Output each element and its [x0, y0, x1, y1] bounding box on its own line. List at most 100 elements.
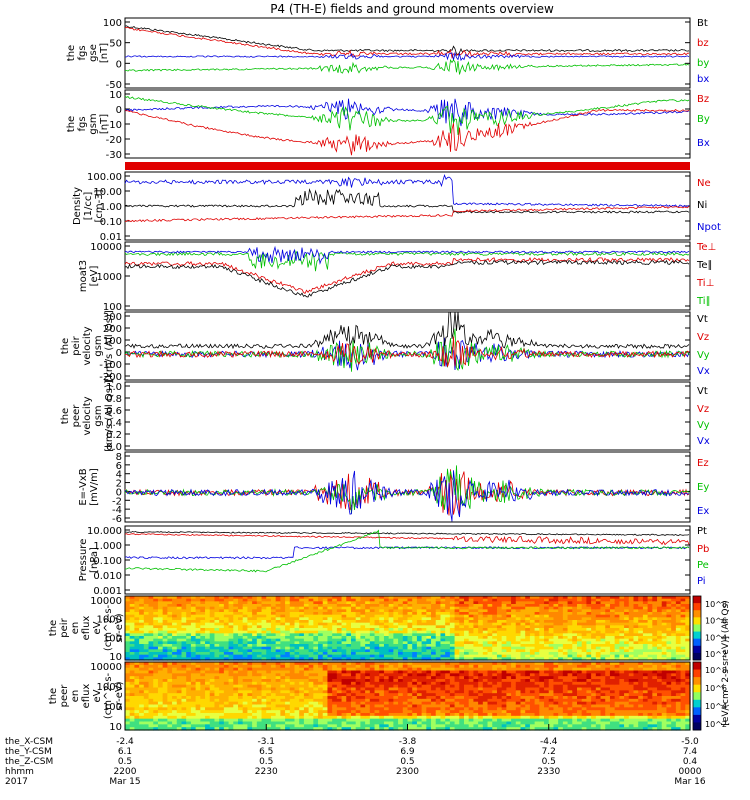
spectrogram-cell	[355, 690, 362, 694]
spectrogram-cell	[454, 609, 460, 613]
spectrogram-cell	[671, 601, 677, 605]
spectrogram-cell	[148, 641, 154, 645]
spectrogram-cell	[577, 606, 583, 610]
spectrogram-cell	[558, 636, 564, 640]
spectrogram-cell	[459, 596, 465, 600]
spectrogram-cell	[492, 654, 498, 658]
spectrogram-cell	[435, 664, 442, 669]
spectrogram-cell	[398, 609, 404, 613]
y-tick-label: 100	[103, 702, 122, 713]
spectrogram-cell	[336, 646, 343, 650]
legend-Ey: Ey	[697, 482, 709, 493]
spectrogram-cell	[671, 636, 677, 640]
spectrogram-cell	[388, 630, 394, 634]
spectrogram-cell	[214, 641, 220, 645]
spectrogram-cell	[238, 612, 244, 616]
spectrogram-cell	[586, 601, 592, 605]
spectrogram-cell	[492, 622, 498, 626]
spectrogram-cell	[238, 710, 244, 714]
spectrogram-cell	[501, 654, 507, 658]
spectrogram-cell	[435, 622, 442, 626]
spectrogram-cell	[482, 684, 489, 689]
spectrogram-cell	[454, 606, 460, 610]
spectrogram-cell	[252, 638, 258, 642]
spectrogram-cell	[459, 718, 465, 723]
spectrogram-cell	[595, 596, 602, 600]
spectrogram-cell	[299, 628, 305, 632]
spectrogram-cell	[431, 667, 437, 672]
spectrogram-cell	[186, 649, 192, 653]
spectrogram-cell	[176, 644, 183, 648]
spectrogram-cell	[195, 612, 201, 616]
spectrogram-cell	[445, 696, 451, 700]
spectrogram-cell	[440, 676, 446, 680]
spectrogram-cell	[548, 636, 555, 640]
spectrogram-cell	[157, 638, 164, 642]
spectrogram-cell	[614, 630, 620, 634]
spectrogram-cell	[143, 707, 150, 711]
spectrogram-cell	[600, 622, 606, 626]
spectrogram-cell	[600, 596, 606, 600]
spectrogram-cell	[454, 604, 460, 608]
spectrogram-cell	[468, 657, 475, 661]
spectrogram-cell	[449, 612, 456, 616]
spectrogram-cell	[492, 620, 498, 624]
spectrogram-cell	[223, 625, 230, 629]
spectrogram-cell	[266, 704, 272, 708]
spectrogram-cell	[139, 676, 145, 680]
spectrogram-cell	[525, 620, 531, 624]
spectrogram-cell	[285, 630, 291, 634]
spectrogram-cell	[322, 612, 329, 616]
spectrogram-cell	[416, 676, 423, 680]
spectrogram-cell	[289, 646, 296, 650]
y-tick-label: 10.00	[93, 187, 122, 198]
spectrogram-cell	[652, 641, 658, 645]
spectrogram-cell	[671, 614, 677, 618]
spectrogram-cell	[125, 687, 131, 691]
spectrogram-cell	[388, 676, 394, 680]
spectrogram-cell	[299, 641, 305, 645]
spectrogram-cell	[327, 609, 333, 613]
spectrogram-cell	[581, 620, 588, 624]
colorbar-segment	[693, 645, 701, 654]
spectrogram-cell	[412, 628, 418, 632]
spectrogram-cell	[200, 646, 206, 650]
spectrogram-cell	[195, 707, 201, 711]
spectrogram-cell	[228, 667, 234, 672]
spectrogram-cell	[407, 693, 413, 697]
spectrogram-cell	[322, 727, 329, 731]
spectrogram-cell	[379, 652, 385, 656]
spectrogram-cell	[280, 662, 286, 666]
spectrogram-cell	[445, 693, 451, 697]
spectrogram-cell	[393, 652, 399, 656]
spectrogram-cell	[506, 646, 512, 650]
spectrogram-cell	[233, 601, 239, 605]
spectrogram-cell	[464, 684, 470, 689]
spectrogram-cell	[153, 617, 159, 621]
spectrogram-cell	[153, 673, 159, 677]
spectrogram-cell	[186, 604, 192, 608]
spectrogram-cell	[233, 646, 239, 650]
spectrogram-cell	[327, 604, 333, 608]
spectrogram-cell	[233, 704, 239, 708]
spectrogram-cell	[247, 612, 253, 616]
spectrogram-cell	[247, 598, 253, 602]
spectrogram-cell	[181, 721, 187, 725]
spectrogram-cell	[219, 601, 225, 605]
spectrogram-cell	[355, 701, 362, 706]
spectrogram-cell	[633, 649, 639, 653]
spectrogram-cell	[605, 614, 611, 618]
y-tick-label: -6	[112, 514, 122, 525]
spectrogram-cell	[374, 713, 380, 717]
spectrogram-cell	[539, 614, 545, 618]
spectrogram-cell	[416, 654, 423, 658]
spectrogram-cell	[478, 649, 484, 653]
spectrogram-cell	[143, 684, 150, 689]
spectrogram-cell	[266, 644, 272, 648]
spectrogram-cell	[266, 622, 272, 626]
spectrogram-cell	[242, 606, 249, 610]
spectrogram-cell	[303, 681, 310, 686]
spectrogram-cell	[685, 657, 691, 661]
spectrogram-cell	[355, 715, 362, 720]
spectrogram-cell	[228, 601, 234, 605]
